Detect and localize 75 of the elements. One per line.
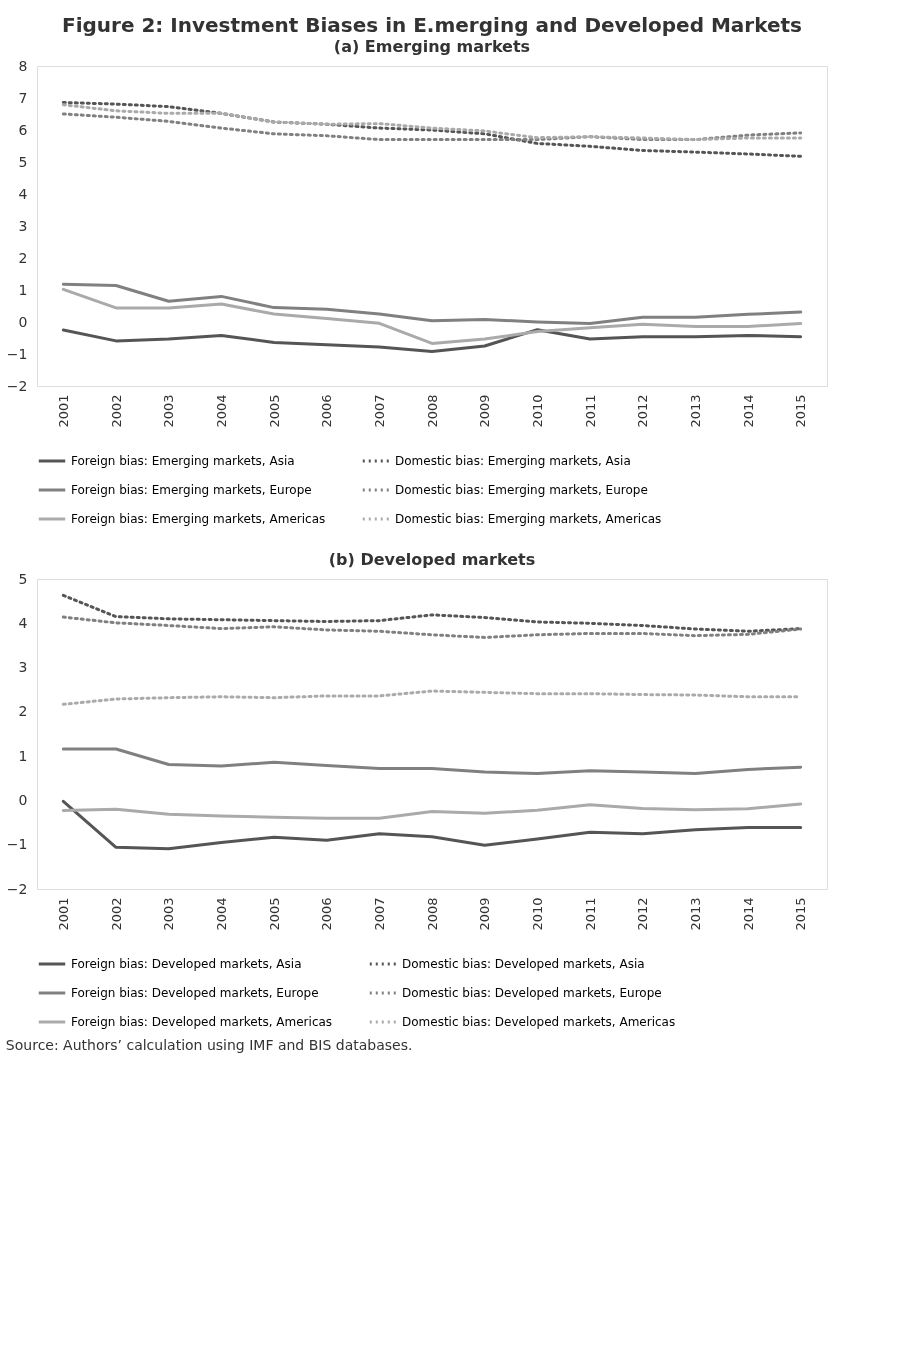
line-series: [61, 112, 803, 142]
line-series: [61, 328, 803, 353]
y-tick-label: 0: [18, 313, 28, 330]
legend-label: Foreign bias: Emerging markets, Europe: [71, 483, 312, 497]
x-tick-label: 2002: [108, 394, 124, 428]
legend-label: Domestic bias: Emerging markets, Americas: [395, 512, 662, 526]
x-tick-label: 2012: [635, 394, 651, 428]
y-tick-label: 3: [18, 659, 28, 676]
x-tick-label: 2006: [319, 394, 335, 428]
line-series: [61, 802, 803, 820]
x-tick-label: 2013: [687, 897, 703, 931]
x-tick-label: 2004: [213, 897, 229, 931]
chart-title: Figure 2: Investment Biases in E.merging and Developed Markets: [61, 13, 803, 37]
y-tick-label: 7: [18, 89, 28, 106]
x-tick-label: 2009: [477, 897, 493, 931]
x-tick-label: 2015: [793, 897, 809, 931]
chart-title: (b) Developed markets: [328, 550, 536, 569]
y-tick-label: 2: [18, 249, 28, 266]
x-tick-label: 2008: [424, 897, 440, 931]
x-tick-label: 2015: [793, 394, 809, 428]
legend-label: Domestic bias: Developed markets, Americas: [402, 1015, 676, 1029]
x-tick-label: 2014: [740, 394, 756, 428]
line-series: [61, 615, 803, 639]
chart-subtitle: (a) Emerging markets: [333, 37, 531, 56]
line-series: [61, 799, 803, 851]
legend-label: Domestic bias: Developed markets, Asia: [402, 957, 645, 971]
line-series: [61, 287, 803, 345]
y-tick-label: 3: [18, 217, 28, 234]
y-tick-label: 5: [18, 153, 28, 170]
line-series: [61, 282, 803, 326]
x-tick-label: 2011: [582, 394, 598, 428]
line-series: [61, 103, 803, 142]
x-tick-label: 2002: [108, 897, 124, 931]
y-tick-label: 4: [18, 185, 28, 202]
y-tick-label: 6: [18, 121, 28, 138]
legend-label: Foreign bias: Emerging markets, Americas: [71, 512, 326, 526]
legend-label: Foreign bias: Developed markets, Asia: [71, 957, 302, 971]
x-tick-label: 2010: [529, 394, 545, 428]
y-tick-label: −1: [6, 345, 28, 362]
y-tick-label: −2: [6, 880, 28, 897]
line-series: [61, 100, 803, 158]
y-tick-label: 0: [18, 791, 28, 808]
x-tick-label: 2003: [161, 897, 177, 931]
x-tick-label: 2007: [371, 897, 387, 931]
y-tick-label: 5: [18, 570, 28, 587]
x-tick-label: 2012: [635, 897, 651, 931]
legend-label: Domestic bias: Emerging markets, Asia: [395, 454, 631, 468]
y-tick-label: 8: [18, 57, 28, 74]
x-tick-label: 2013: [687, 394, 703, 428]
x-tick-label: 2001: [55, 897, 71, 931]
x-tick-label: 2006: [319, 897, 335, 931]
legend-label: Domestic bias: Developed markets, Europe: [402, 986, 662, 1000]
line-series: [61, 747, 803, 775]
x-tick-label: 2007: [371, 394, 387, 428]
y-tick-label: 4: [18, 614, 28, 631]
x-tick-label: 2005: [266, 897, 282, 931]
y-tick-label: 1: [18, 747, 28, 764]
x-tick-label: 2003: [161, 394, 177, 428]
x-tick-label: 2014: [740, 897, 756, 931]
y-tick-label: −2: [6, 377, 28, 394]
y-tick-label: 1: [18, 281, 28, 298]
x-tick-label: 2008: [424, 394, 440, 428]
y-tick-label: 2: [18, 703, 28, 720]
source-note: Source: Authors’ calculation using IMF and BIS databases.: [5, 1036, 413, 1053]
x-tick-label: 2001: [55, 394, 71, 428]
legend-label: Foreign bias: Developed markets, Americas: [71, 1015, 333, 1029]
legend-label: Foreign bias: Emerging markets, Asia: [71, 454, 295, 468]
x-tick-label: 2011: [582, 897, 598, 931]
x-tick-label: 2005: [266, 394, 282, 428]
y-tick-label: −1: [6, 836, 28, 853]
x-tick-label: 2010: [529, 897, 545, 931]
legend-label: Domestic bias: Emerging markets, Europe: [395, 483, 648, 497]
legend-label: Foreign bias: Developed markets, Europe: [71, 986, 319, 1000]
x-tick-label: 2009: [477, 394, 493, 428]
x-tick-label: 2004: [213, 394, 229, 428]
